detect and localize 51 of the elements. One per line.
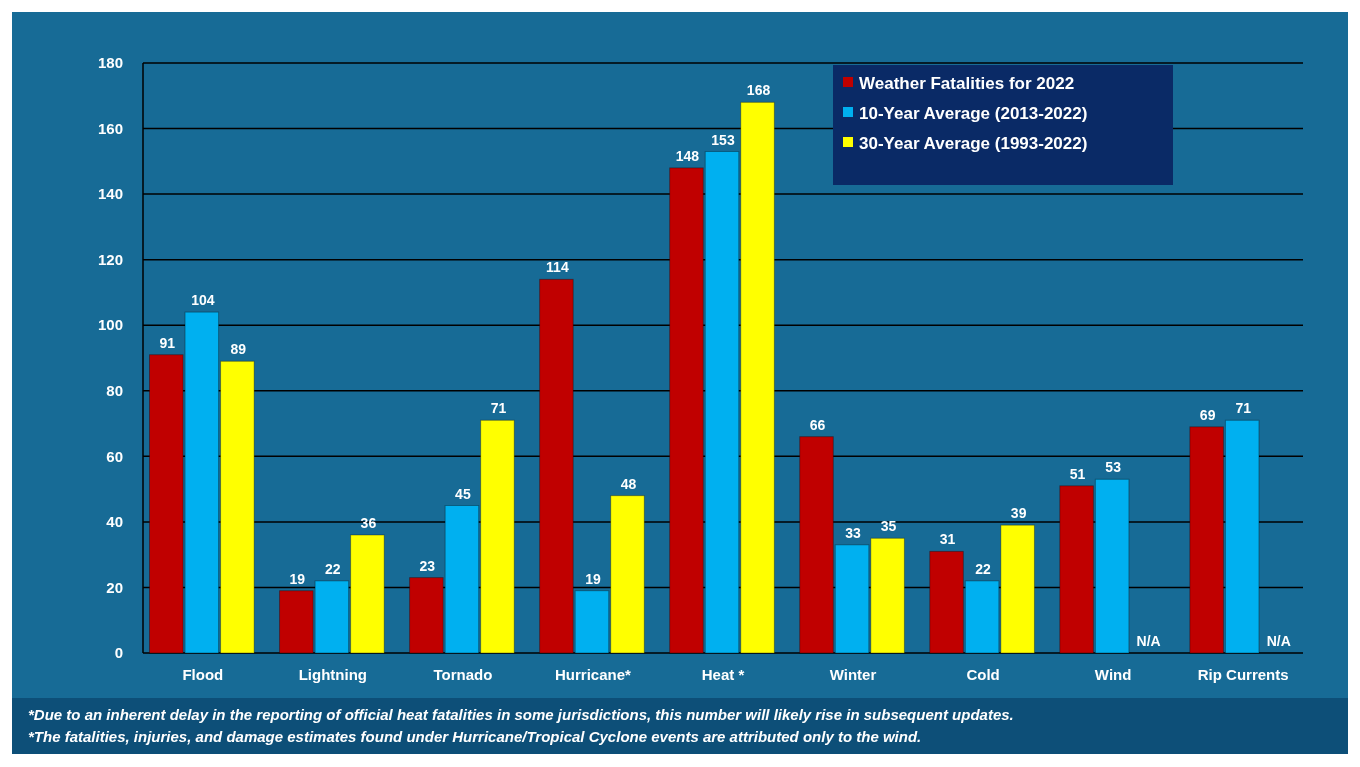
data-label: 22 [975, 560, 992, 577]
data-label: 153 [711, 131, 735, 148]
data-label: 31 [939, 531, 956, 548]
data-label: 104 [191, 292, 215, 309]
data-label: 66 [809, 416, 826, 433]
x-tick-label: Tornado [433, 666, 493, 683]
y-tick-label: 80 [106, 382, 123, 400]
legend-label: 30-Year Average (1993-2022) [859, 133, 1088, 153]
y-tick-label: 120 [97, 250, 123, 268]
data-label: 39 [1010, 505, 1027, 522]
data-label: 36 [360, 515, 377, 531]
data-label: 71 [1235, 400, 1252, 417]
x-tick-label: Winter [829, 666, 877, 683]
text: *The fatalities, injuries, and damage estimates found under Hurricane/Tropical Cyclone events are attributed only to the wind. [28, 728, 922, 745]
y-tick-label: 60 [106, 447, 123, 465]
y-tick-label: 100 [97, 316, 123, 334]
data-label: 45 [455, 485, 471, 502]
y-tick-label: 140 [97, 185, 123, 203]
data-label: 114 [546, 259, 569, 276]
data-label: 89 [230, 341, 247, 358]
legend-label: Weather Fatalities for 2022 [859, 73, 1075, 93]
text: *Due to an inherent delay in the reporting of official heat fatalities in some jurisdictions, this number will likely rise in subsequent updates. [28, 706, 1014, 723]
y-tick-label: 20 [106, 578, 123, 596]
x-tick-label: Lightning [298, 666, 368, 683]
data-label: 51 [1069, 465, 1086, 482]
data-label: 91 [159, 334, 176, 351]
data-label: 71 [490, 400, 507, 417]
y-tick-label: 160 [97, 119, 123, 137]
data-label: 69 [1199, 406, 1216, 423]
y-tick-label: 0 [114, 644, 123, 662]
x-tick-label: Flood [182, 666, 224, 683]
x-tick-label: Cold [966, 666, 1000, 683]
data-label: 33 [845, 524, 862, 541]
data-label: 22 [325, 560, 341, 577]
data-label: 23 [419, 557, 436, 574]
y-tick-label: 180 [97, 54, 123, 72]
text: N/A [1266, 633, 1291, 649]
legend-label: 10-Year Average (2013-2022) [859, 103, 1088, 123]
x-tick-label: Rip Currents [1197, 666, 1289, 683]
data-label: 35 [880, 518, 897, 535]
data-label: 53 [1105, 459, 1122, 476]
x-tick-label: Hurricane* [555, 666, 632, 683]
data-label: 48 [620, 475, 637, 492]
text: N/A [1136, 633, 1161, 649]
x-tick-label: Wind [1094, 666, 1132, 683]
data-label: 148 [675, 147, 700, 164]
x-tick-label: Heat * [701, 666, 745, 683]
y-tick-label: 40 [106, 513, 123, 531]
data-label: 19 [289, 570, 306, 587]
data-label: 19 [585, 570, 601, 587]
data-label: 168 [746, 82, 771, 99]
